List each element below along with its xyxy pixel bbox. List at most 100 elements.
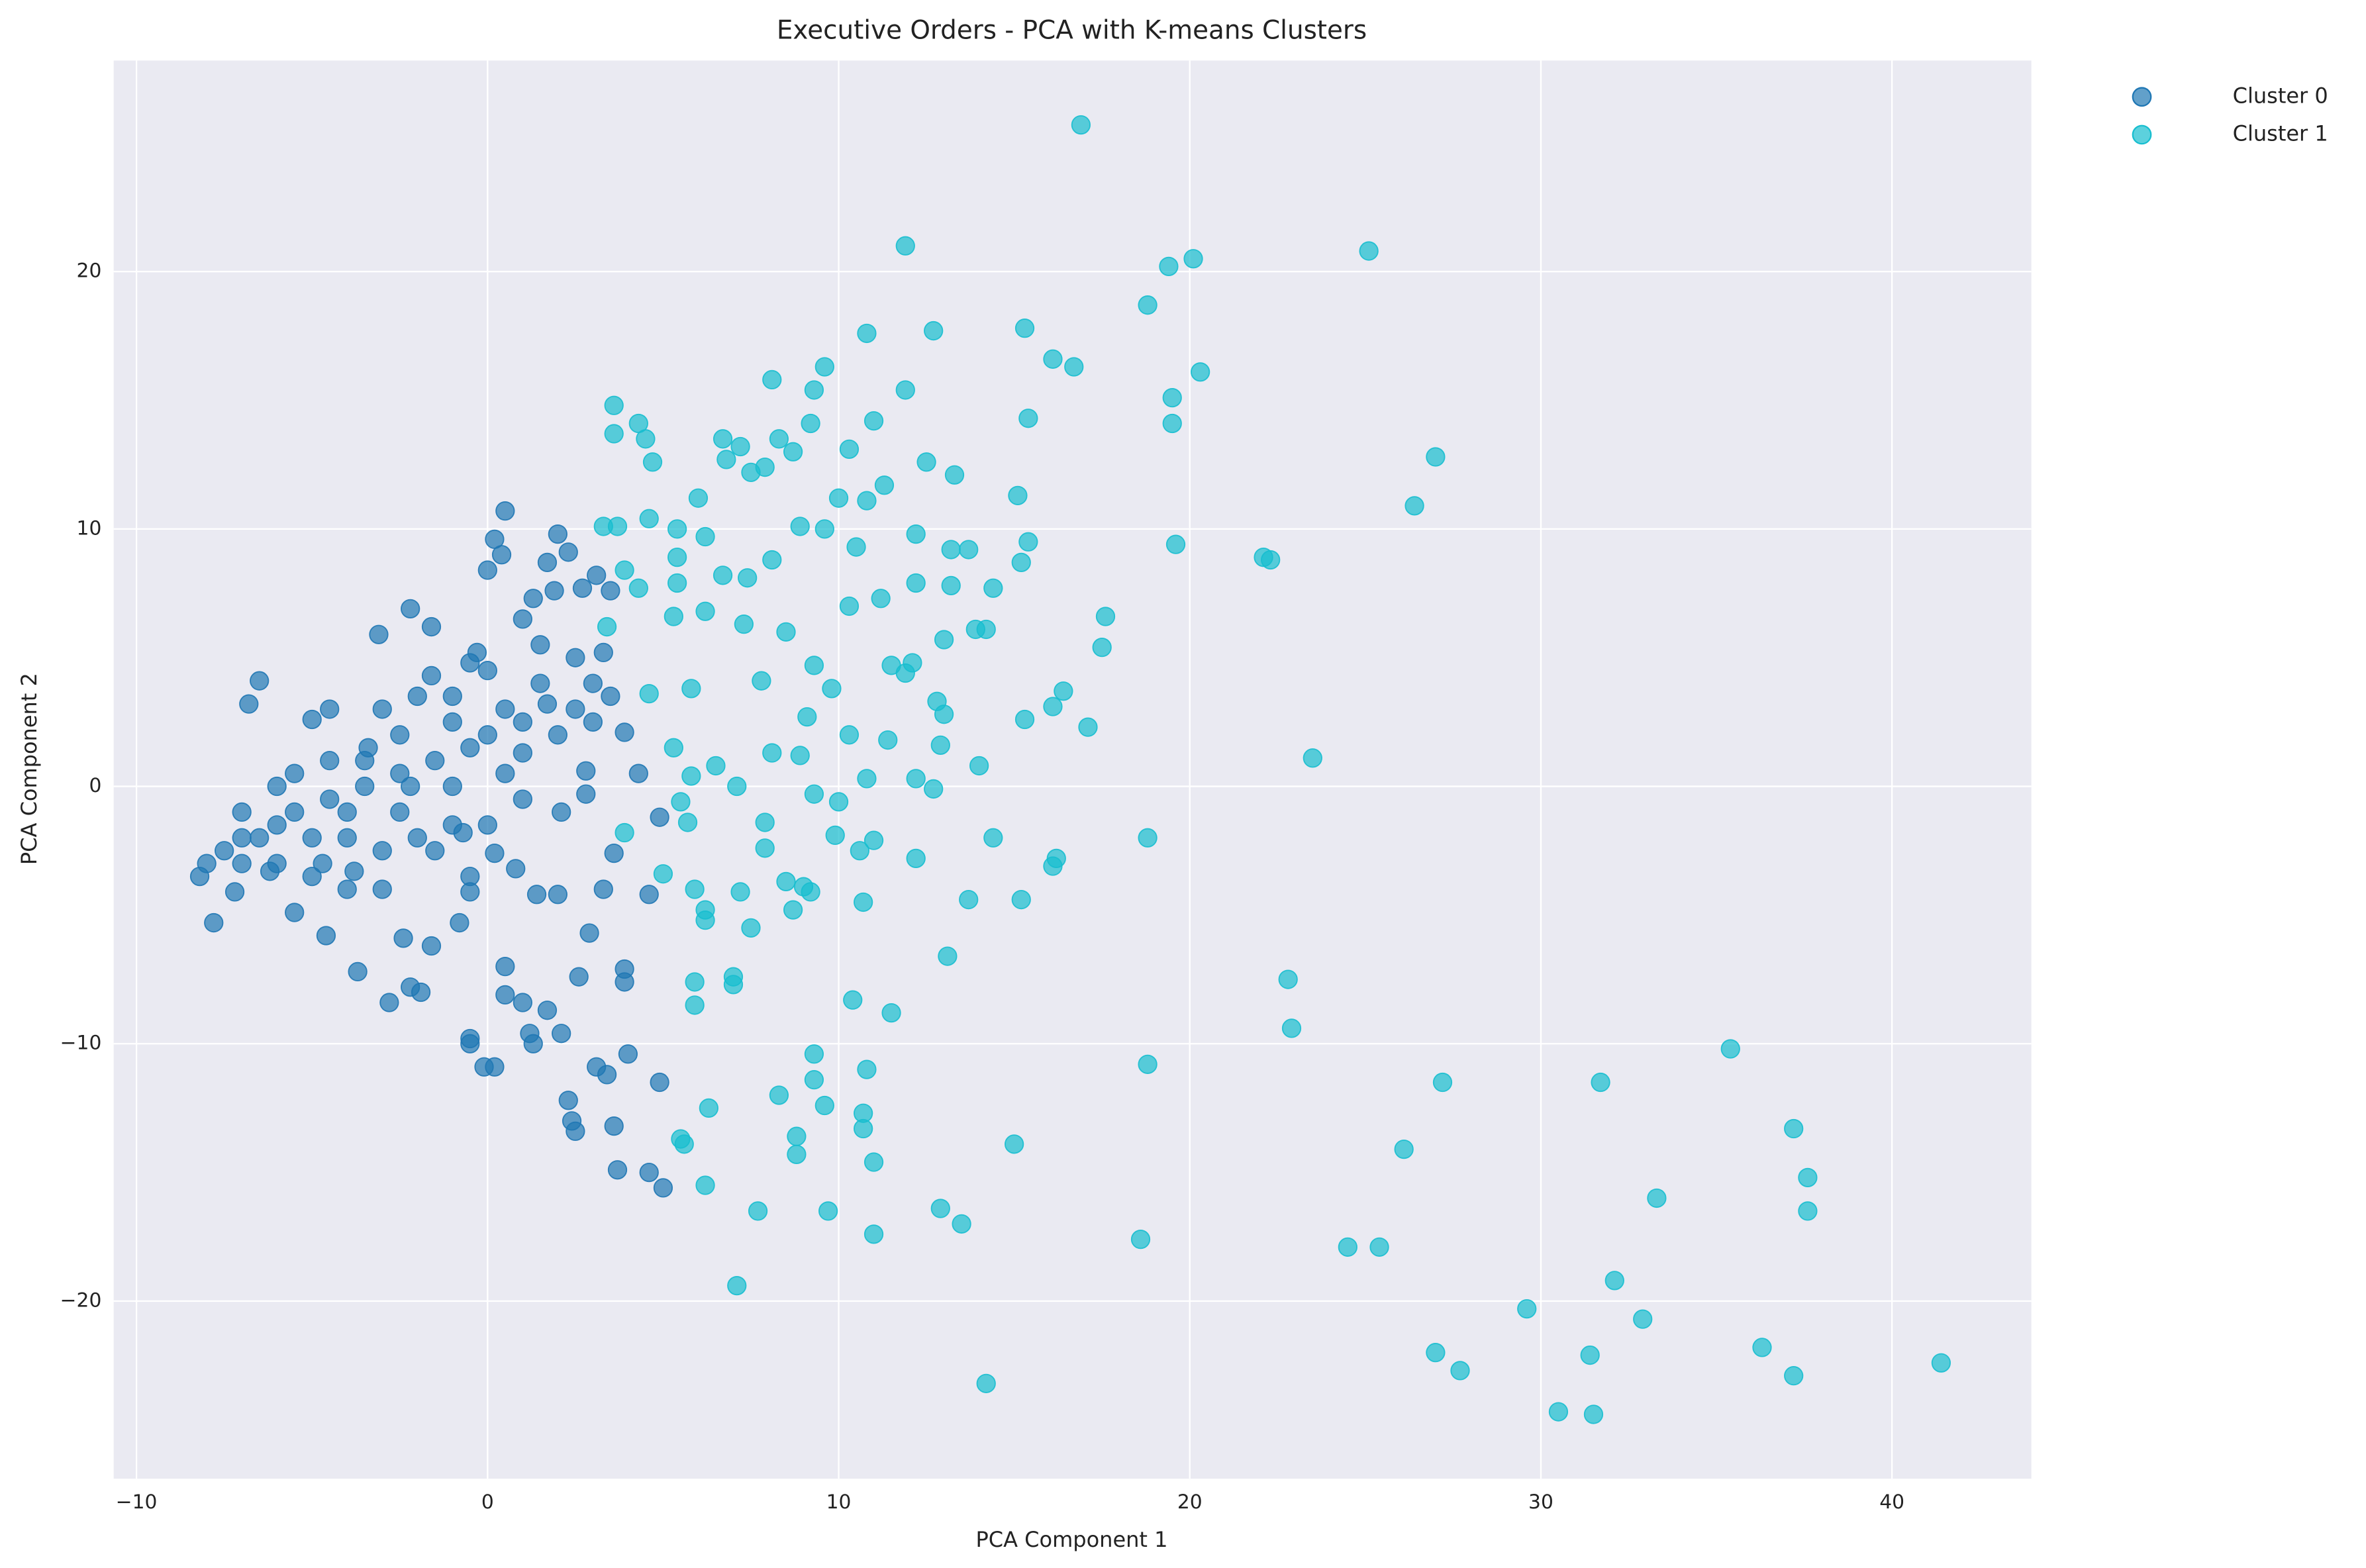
point bbox=[930, 735, 950, 755]
point bbox=[1281, 1018, 1302, 1038]
point bbox=[839, 439, 860, 459]
point bbox=[695, 526, 715, 547]
point bbox=[804, 380, 824, 400]
point bbox=[576, 761, 596, 781]
point bbox=[730, 882, 750, 902]
point bbox=[667, 547, 687, 567]
point bbox=[513, 609, 532, 629]
point bbox=[934, 630, 954, 650]
point bbox=[618, 1044, 638, 1064]
point bbox=[593, 879, 613, 899]
point bbox=[941, 575, 961, 595]
point bbox=[642, 452, 663, 472]
point bbox=[344, 861, 364, 881]
point bbox=[337, 802, 357, 822]
point bbox=[579, 923, 599, 943]
point bbox=[804, 784, 824, 804]
point bbox=[593, 642, 613, 663]
point bbox=[857, 491, 877, 511]
point bbox=[938, 946, 958, 966]
point bbox=[1095, 607, 1116, 626]
legend: Cluster 0 Cluster 1 bbox=[2132, 83, 2328, 146]
point bbox=[615, 722, 634, 742]
point bbox=[204, 912, 224, 933]
point bbox=[787, 1126, 807, 1146]
point bbox=[477, 725, 497, 745]
point bbox=[615, 822, 634, 843]
point bbox=[681, 766, 701, 786]
point bbox=[1405, 496, 1424, 516]
point bbox=[1014, 709, 1035, 730]
point bbox=[495, 501, 515, 521]
point bbox=[355, 776, 375, 797]
point bbox=[639, 683, 659, 704]
point bbox=[566, 699, 585, 719]
point bbox=[924, 779, 944, 799]
point bbox=[1043, 856, 1063, 876]
point bbox=[411, 982, 431, 1003]
point bbox=[790, 746, 810, 765]
point bbox=[776, 871, 796, 891]
point bbox=[628, 763, 648, 783]
point bbox=[607, 516, 628, 536]
point bbox=[906, 573, 926, 593]
point bbox=[485, 1057, 505, 1077]
point bbox=[941, 540, 961, 560]
point bbox=[1583, 1404, 1604, 1424]
point bbox=[878, 730, 898, 750]
point bbox=[224, 882, 245, 902]
point bbox=[752, 671, 771, 691]
point bbox=[699, 1098, 718, 1118]
point bbox=[628, 578, 648, 598]
point bbox=[822, 679, 842, 699]
point bbox=[664, 607, 683, 626]
point bbox=[959, 540, 979, 560]
point bbox=[723, 975, 744, 995]
x-axis-label: PCA Component 1 bbox=[975, 1527, 1167, 1552]
point bbox=[583, 712, 603, 732]
point bbox=[1078, 717, 1098, 737]
point bbox=[495, 763, 515, 783]
point bbox=[1752, 1338, 1772, 1357]
point bbox=[959, 889, 979, 910]
point bbox=[442, 686, 462, 707]
point bbox=[769, 429, 789, 449]
x-tick-label: 40 bbox=[1879, 1491, 1904, 1514]
point bbox=[569, 967, 589, 987]
point bbox=[639, 885, 659, 905]
point bbox=[801, 413, 820, 434]
point bbox=[495, 957, 515, 977]
point bbox=[407, 686, 427, 707]
point bbox=[523, 1034, 543, 1054]
point bbox=[604, 1116, 624, 1136]
point bbox=[1338, 1237, 1357, 1257]
point bbox=[267, 854, 287, 873]
point bbox=[250, 828, 270, 848]
point bbox=[1450, 1361, 1470, 1381]
point bbox=[460, 1034, 480, 1054]
point bbox=[421, 936, 442, 956]
point bbox=[685, 879, 705, 899]
point bbox=[1426, 1343, 1446, 1363]
point bbox=[1018, 409, 1038, 428]
point bbox=[755, 838, 775, 858]
point bbox=[566, 1121, 585, 1142]
point bbox=[916, 452, 936, 472]
point bbox=[506, 859, 526, 879]
point bbox=[372, 879, 392, 899]
point bbox=[674, 1134, 694, 1154]
point bbox=[530, 673, 550, 693]
y-axis-label: PCA Component 2 bbox=[17, 673, 42, 865]
point bbox=[846, 537, 866, 557]
point bbox=[390, 763, 410, 783]
point bbox=[650, 1072, 669, 1093]
y-tick-label: 0 bbox=[89, 774, 101, 797]
point bbox=[762, 550, 782, 570]
point bbox=[783, 442, 803, 462]
point bbox=[1394, 1139, 1414, 1159]
point bbox=[706, 756, 726, 776]
point bbox=[976, 619, 996, 640]
point bbox=[566, 648, 585, 667]
point bbox=[639, 509, 659, 528]
point bbox=[615, 972, 634, 992]
